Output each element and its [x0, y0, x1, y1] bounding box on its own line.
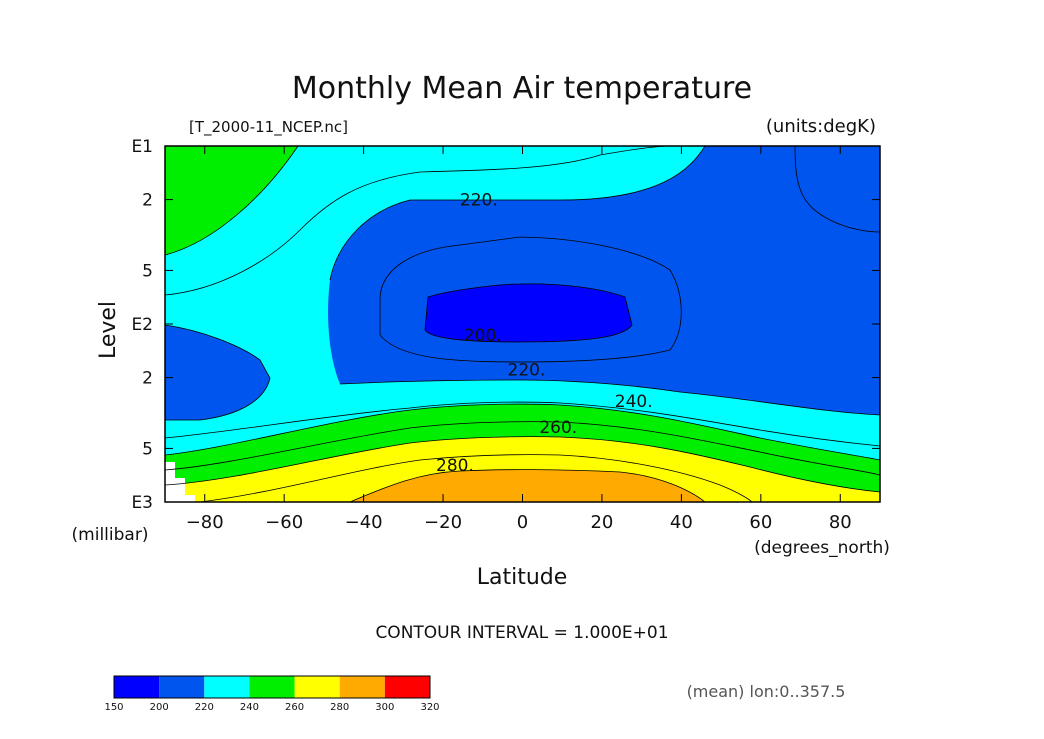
y-units-label: (millibar)	[72, 525, 149, 545]
y-tick-label: E1	[131, 137, 153, 157]
x-tick-label: −40	[345, 512, 383, 533]
x-axis-title: Latitude	[477, 565, 568, 590]
y-axis-title: Level	[96, 301, 121, 359]
x-tick-label: −20	[424, 512, 462, 533]
colorbar-label: 280	[330, 702, 349, 713]
x-tick-label: 0	[517, 512, 528, 533]
x-tick-label: 60	[749, 512, 772, 533]
contour-label: 220.	[508, 360, 546, 380]
fill-band-280-300	[350, 469, 705, 502]
colorbar-label: 300	[375, 702, 394, 713]
y-tick-label: E3	[131, 493, 153, 513]
fill-band-200-220	[328, 146, 880, 415]
x-tick-label: −60	[265, 512, 303, 533]
colorbar-swatch	[339, 676, 385, 698]
plot-area	[165, 146, 880, 502]
colorbar-swatch	[249, 676, 295, 698]
fill-band-240-260	[165, 146, 298, 255]
y-tick-label: 2	[142, 369, 153, 389]
colorbar-label: 320	[420, 702, 439, 713]
x-tick-label: 40	[670, 512, 693, 533]
y-tick-label: 5	[142, 439, 153, 459]
footer-note: (mean) lon:0..357.5	[687, 682, 846, 701]
colorbar-label: 220	[195, 702, 214, 713]
contour-interval-note: CONTOUR INTERVAL = 1.000E+01	[375, 623, 668, 643]
y-tick-label: 2	[142, 191, 153, 211]
y-tick-label: E2	[131, 315, 153, 335]
colorbar: 150 200 220 240 260 280 300 320	[104, 675, 440, 713]
x-tick-label: 20	[590, 512, 613, 533]
contour-label: 200.	[464, 326, 502, 346]
colorbar-swatch	[384, 676, 430, 698]
x-tick-label: 80	[829, 512, 852, 533]
fill-band-200-220-south	[165, 325, 270, 420]
missing-data-region	[165, 462, 195, 502]
contour-label: 220.	[460, 191, 498, 211]
contour-label: 240.	[615, 392, 653, 412]
colorbar-swatch	[114, 676, 160, 698]
colorbar-label: 200	[150, 702, 169, 713]
colorbar-label: 260	[285, 702, 304, 713]
colorbar-label: 240	[240, 702, 259, 713]
x-axis: −80 −60 −40 −20 0 20 40 60 80	[186, 146, 852, 533]
file-label: [T_2000-11_NCEP.nc]	[189, 118, 348, 137]
colorbar-swatch	[159, 676, 205, 698]
colorbar-swatch	[204, 676, 250, 698]
fill-band-150-200	[425, 283, 632, 342]
contour-label: 260.	[539, 418, 577, 438]
x-units-label: (degrees_north)	[754, 538, 890, 558]
contour-labels: 220. 200. 220. 240. 260. 280.	[436, 191, 653, 476]
colorbar-frame	[113, 675, 431, 699]
chart-title: Monthly Mean Air temperature	[292, 71, 752, 106]
contour-lines	[165, 146, 880, 502]
units-label: (units:degK)	[766, 116, 876, 137]
y-tick-label: 5	[142, 261, 153, 281]
colorbar-swatch	[294, 676, 340, 698]
x-tick-label: −80	[186, 512, 224, 533]
contour-label: 280.	[436, 456, 474, 476]
y-axis: E1 2 5 E2 2 5 E3	[131, 137, 880, 513]
colorbar-label: 150	[104, 702, 123, 713]
